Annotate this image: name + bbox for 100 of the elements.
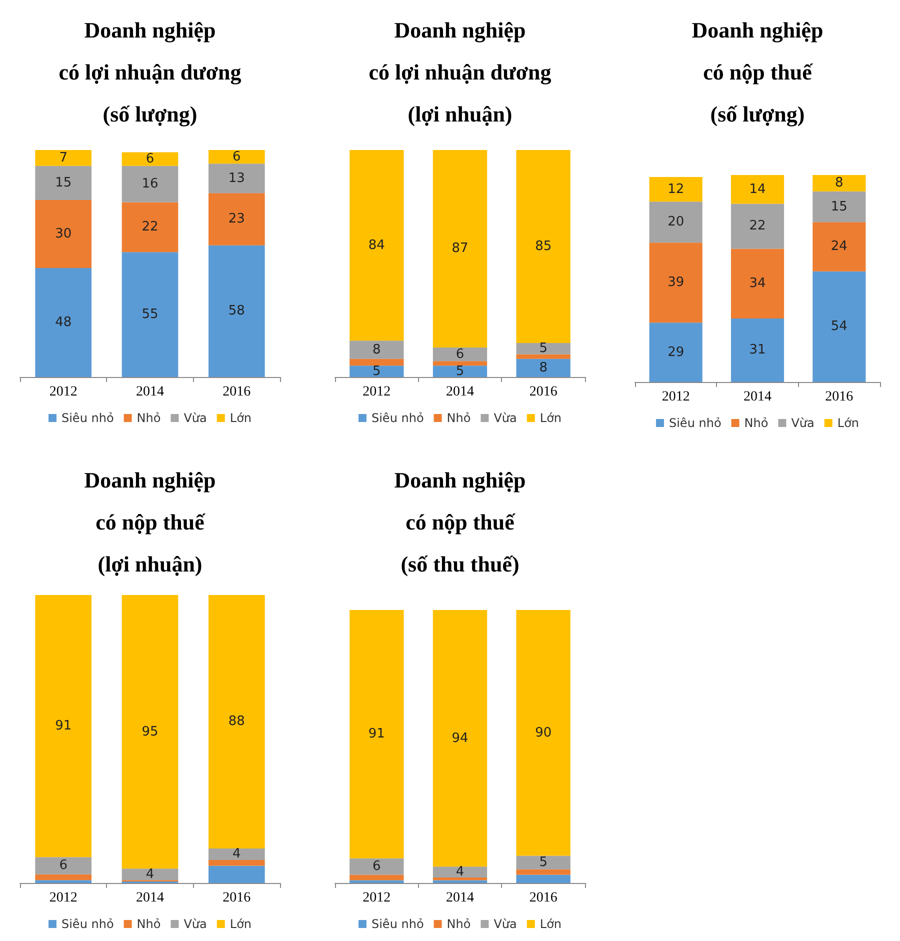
legend-label: Nhỏ — [446, 411, 471, 425]
bar — [730, 318, 784, 382]
data-label: 15 — [55, 175, 72, 190]
data-label: 24 — [830, 239, 848, 254]
bar — [208, 164, 265, 194]
bar — [350, 880, 404, 883]
legend-label: Siêu nhỏ — [371, 917, 424, 931]
data-label: 95 — [142, 724, 158, 740]
data-label: 5 — [372, 364, 381, 379]
legend-label: Nhỏ — [136, 917, 161, 931]
bar — [516, 869, 570, 875]
bar — [208, 866, 265, 883]
bar — [350, 340, 404, 359]
bar — [350, 358, 404, 366]
data-label: 7 — [59, 150, 68, 166]
x-tick-label: 2012 — [49, 384, 78, 400]
bar — [208, 245, 265, 377]
x-tick-label: 2014 — [446, 890, 474, 906]
data-label: 90 — [535, 725, 552, 740]
legend-label: Nhỏ — [446, 917, 471, 931]
bar — [730, 204, 784, 249]
bar — [208, 193, 265, 246]
legend-label: Vừa — [791, 416, 814, 430]
legend-label: Siêu nhỏ — [61, 917, 114, 931]
bar — [122, 595, 178, 869]
data-label: 91 — [368, 726, 385, 742]
data-label: 12 — [668, 182, 684, 197]
data-label: 15 — [830, 199, 848, 214]
bar — [35, 268, 92, 377]
bar — [432, 878, 488, 880]
bar — [516, 358, 570, 377]
chart-title: Doanh nghiệp có lợi nhuận dương (lợi nhuận) — [368, 18, 552, 126]
x-tick-label: 2012 — [49, 890, 78, 906]
bar — [122, 202, 178, 252]
bar — [122, 152, 178, 166]
data-label: 6 — [232, 149, 241, 164]
bar — [350, 366, 404, 377]
legend-label: Lớn — [540, 917, 562, 931]
legend-label: Siêu nhỏ — [61, 411, 114, 425]
bar — [432, 866, 488, 878]
legend-label: Lớn — [540, 411, 562, 425]
data-label: 20 — [668, 214, 684, 230]
bar — [812, 222, 866, 272]
data-label: 8 — [835, 176, 844, 191]
bar — [730, 175, 784, 204]
bar — [35, 595, 92, 858]
bar — [35, 150, 92, 166]
bar — [432, 361, 488, 366]
legend-label: Nhỏ — [136, 411, 161, 425]
data-label: 88 — [228, 714, 245, 730]
bar — [208, 848, 265, 860]
x-tick-label: 2012 — [362, 890, 391, 906]
x-tick-label: 2016 — [222, 384, 251, 400]
bar — [812, 175, 866, 192]
bar — [730, 248, 784, 318]
bar — [432, 347, 488, 362]
data-label: 8 — [539, 360, 548, 376]
data-label: 22 — [749, 218, 766, 234]
bar — [208, 595, 265, 848]
bar — [432, 366, 488, 377]
bar — [649, 322, 702, 382]
data-label: 87 — [452, 241, 468, 256]
bar — [35, 200, 92, 268]
chart-title: Doanh nghiệp có nộp thuế (số lượng) — [692, 18, 824, 126]
data-label: 30 — [55, 226, 72, 242]
data-label: 6 — [456, 346, 464, 362]
bar — [432, 150, 488, 348]
x-tick-label: 2012 — [362, 384, 391, 400]
bar — [432, 880, 488, 883]
data-label: 34 — [749, 276, 766, 292]
bar — [516, 856, 570, 870]
x-tick-label: 2014 — [136, 890, 164, 906]
legend-label: Siêu nhỏ — [371, 411, 424, 425]
bar — [812, 271, 866, 382]
bar — [350, 858, 404, 875]
data-label: 13 — [228, 170, 245, 186]
x-tick-label: 2012 — [662, 390, 690, 404]
data-label: 6 — [146, 152, 154, 167]
bar — [122, 166, 178, 202]
data-label: 5 — [539, 341, 548, 356]
data-label: 4 — [456, 864, 464, 880]
data-label: 85 — [535, 238, 552, 254]
data-label: 55 — [142, 307, 158, 322]
legend-label: Nhỏ — [744, 416, 768, 430]
bar — [649, 177, 702, 202]
data-label: 29 — [668, 344, 684, 360]
legend-label: Lớn — [837, 416, 860, 430]
bar — [812, 191, 866, 222]
legend-label: Lớn — [230, 917, 252, 931]
x-tick-label: 2014 — [744, 390, 772, 404]
chart-title: Doanh nghiệp có nộp thuế (số thu thuế) — [394, 468, 526, 576]
chart-title: Doanh nghiệp có lợi nhuận dương (số lượng) — [58, 18, 242, 126]
legend-label: Lớn — [230, 411, 252, 425]
bar — [35, 166, 92, 200]
x-tick-label: 2016 — [222, 890, 251, 906]
data-label: 31 — [749, 342, 766, 358]
bar — [516, 610, 570, 856]
data-label: 39 — [668, 275, 684, 290]
data-label: 58 — [228, 304, 245, 319]
bar — [516, 874, 570, 883]
